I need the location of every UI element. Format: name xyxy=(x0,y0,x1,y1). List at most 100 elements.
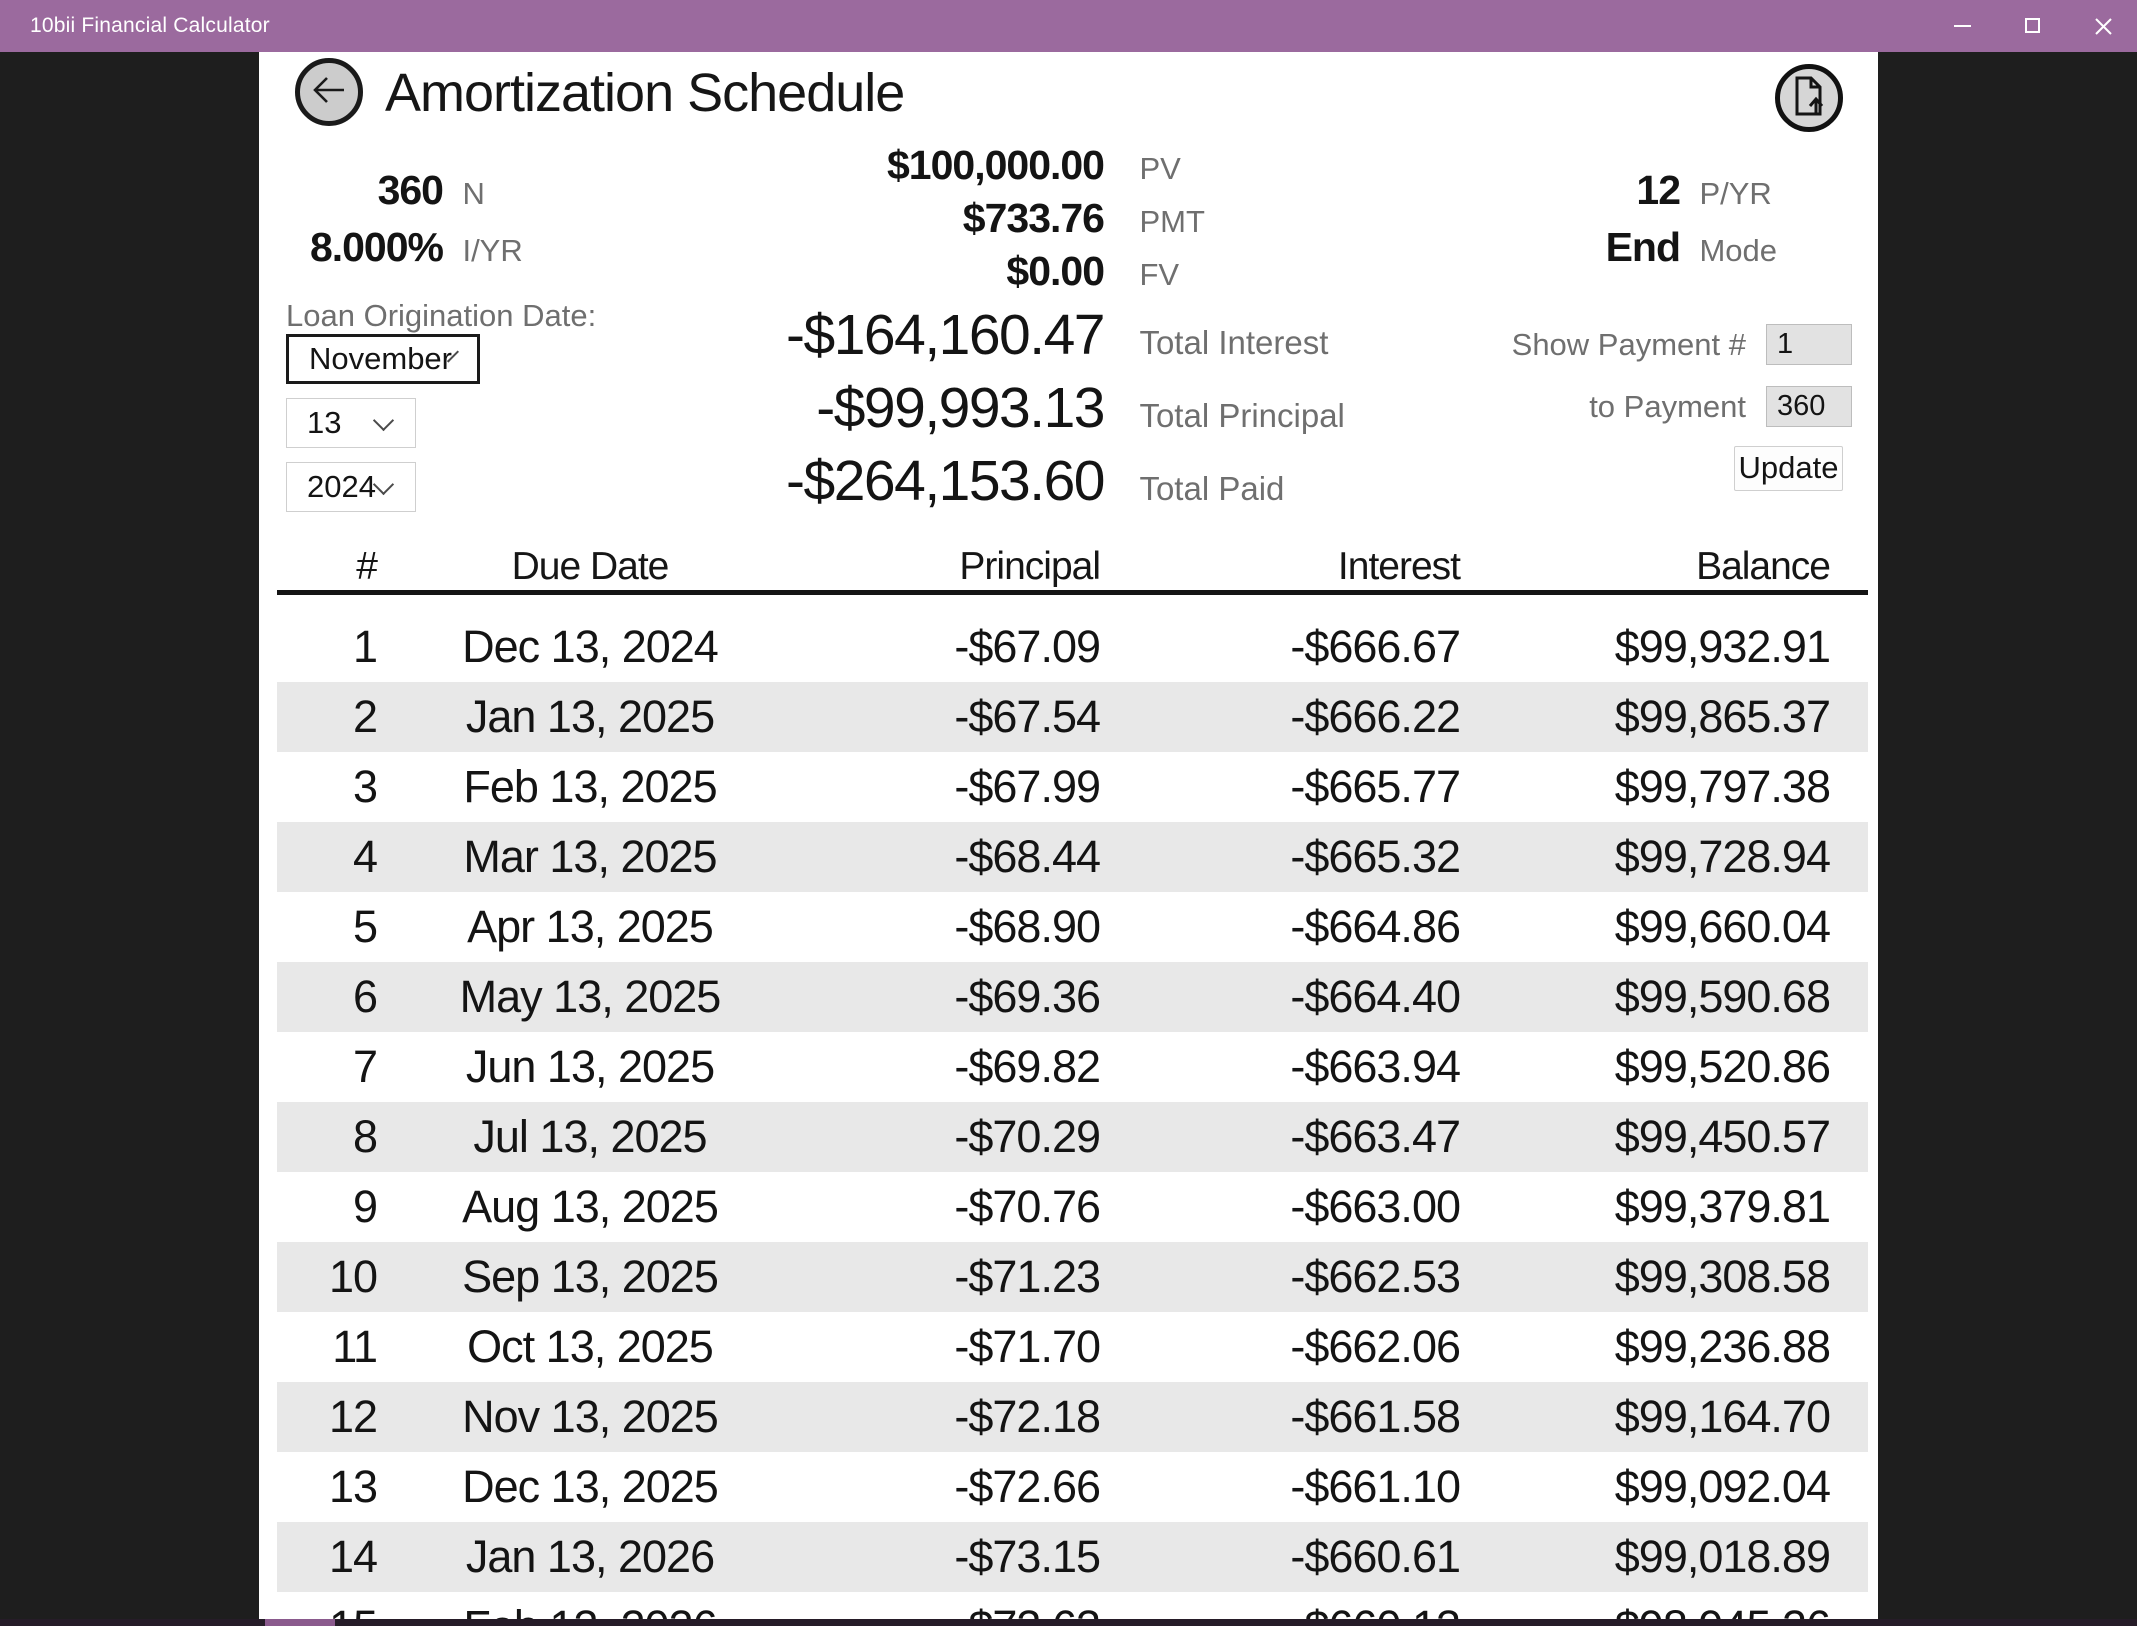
pv-value: $100,000.00 xyxy=(886,142,1105,188)
table-row: 8 Jul 13, 2025 -$70.29 -$663.47 $99,450.57 xyxy=(277,1102,1868,1172)
column-header-principal: Principal xyxy=(959,545,1101,588)
table-row: 6 May 13, 2025 -$69.36 -$664.40 $99,590.68 xyxy=(277,962,1868,1032)
cell-number: 3 xyxy=(352,761,377,812)
back-button[interactable] xyxy=(295,58,363,126)
show-payment-from-input[interactable] xyxy=(1766,324,1852,365)
cell-balance: $99,164.70 xyxy=(1614,1391,1830,1442)
to-payment-input[interactable] xyxy=(1766,386,1852,427)
cell-interest: -$664.40 xyxy=(1290,971,1460,1022)
cell-number: 2 xyxy=(352,691,377,742)
cell-balance: $99,018.89 xyxy=(1614,1531,1830,1582)
total-paid-row: -$264,153.60 Total Paid xyxy=(559,449,1284,513)
table-body: 1 Dec 13, 2024 -$67.09 -$666.67 $99,932.91 2 J… xyxy=(277,612,1868,1626)
cell-balance: $99,797.38 xyxy=(1614,761,1830,812)
cell-due-date: May 13, 2025 xyxy=(459,971,722,1022)
bottom-window-edge xyxy=(0,1619,2137,1626)
cell-number: 8 xyxy=(352,1111,377,1162)
cell-principal: -$68.90 xyxy=(954,901,1100,952)
cell-principal: -$69.36 xyxy=(954,971,1100,1022)
cell-interest: -$661.10 xyxy=(1290,1461,1460,1512)
cell-number: 14 xyxy=(328,1531,377,1582)
maximize-button[interactable] xyxy=(2001,0,2065,52)
cell-principal: -$67.54 xyxy=(954,691,1100,742)
cell-due-date: Feb 13, 2025 xyxy=(463,761,717,812)
cell-principal: -$70.29 xyxy=(954,1111,1100,1162)
window-titlebar: 10bii Financial Calculator xyxy=(0,0,2137,52)
tvm-pmt-row: $733.76 PMT xyxy=(659,193,1205,243)
table-row: 11 Oct 13, 2025 -$71.70 -$662.06 $99,236.88 xyxy=(277,1312,1868,1382)
cell-interest: -$665.77 xyxy=(1290,761,1460,812)
table-header-divider xyxy=(277,590,1868,595)
cell-number: 13 xyxy=(328,1461,377,1512)
cell-interest: -$666.22 xyxy=(1290,691,1460,742)
pyr-value: 12 xyxy=(1636,167,1681,213)
column-header-number: # xyxy=(356,545,378,588)
pmt-label: PMT xyxy=(1139,204,1205,239)
cell-balance: $99,590.68 xyxy=(1614,971,1830,1022)
month-dropdown-value: November xyxy=(309,341,452,376)
cell-balance: $99,450.57 xyxy=(1614,1111,1830,1162)
export-document-icon xyxy=(1789,75,1829,122)
cell-due-date: Jan 13, 2026 xyxy=(465,1531,715,1582)
tvm-n-row: 360 N xyxy=(259,165,485,215)
cell-number: 10 xyxy=(328,1251,377,1302)
cell-balance: $99,932.91 xyxy=(1614,621,1830,672)
update-button[interactable]: Update xyxy=(1734,446,1843,491)
total-principal-label: Total Principal xyxy=(1139,397,1345,434)
tvm-fv-row: $0.00 FV xyxy=(659,246,1179,296)
pv-label: PV xyxy=(1139,151,1181,186)
table-row: 1 Dec 13, 2024 -$67.09 -$666.67 $99,932.91 xyxy=(277,612,1868,682)
cell-interest: -$664.86 xyxy=(1290,901,1460,952)
cell-number: 11 xyxy=(332,1321,377,1372)
to-payment-label: to Payment xyxy=(1589,389,1746,424)
total-interest-label: Total Interest xyxy=(1139,324,1329,361)
tvm-pv-row: $100,000.00 PV xyxy=(659,140,1181,190)
table-row: 3 Feb 13, 2025 -$67.99 -$665.77 $99,797.38 xyxy=(277,752,1868,822)
cell-interest: -$663.94 xyxy=(1290,1041,1460,1092)
cell-number: 9 xyxy=(352,1181,377,1232)
close-button[interactable] xyxy=(2071,0,2135,52)
fv-value: $0.00 xyxy=(1006,248,1105,294)
background-window-peek xyxy=(265,1619,335,1626)
pmt-value: $733.76 xyxy=(962,195,1105,241)
n-value: 360 xyxy=(377,167,444,213)
show-payment-label: Show Payment # xyxy=(1511,327,1746,362)
cell-principal: -$73.15 xyxy=(954,1531,1100,1582)
table-row: 7 Jun 13, 2025 -$69.82 -$663.94 $99,520.86 xyxy=(277,1032,1868,1102)
cell-due-date: Dec 13, 2025 xyxy=(462,1461,719,1512)
cell-number: 7 xyxy=(352,1041,377,1092)
total-principal-row: -$99,993.13 Total Principal xyxy=(559,376,1345,440)
total-paid-value: -$264,153.60 xyxy=(786,449,1105,513)
cell-interest: -$663.00 xyxy=(1290,1181,1460,1232)
chevron-down-icon xyxy=(372,409,395,431)
cell-principal: -$71.70 xyxy=(954,1321,1100,1372)
cell-number: 12 xyxy=(328,1391,377,1442)
cell-due-date: Mar 13, 2025 xyxy=(463,831,717,882)
cell-due-date: Aug 13, 2025 xyxy=(462,1181,719,1232)
table-row: 13 Dec 13, 2025 -$72.66 -$661.10 $99,092.04 xyxy=(277,1452,1868,1522)
year-dropdown-value: 2024 xyxy=(307,469,376,504)
total-paid-label: Total Paid xyxy=(1139,470,1285,507)
cell-balance: $99,660.04 xyxy=(1614,901,1830,952)
cell-interest: -$662.53 xyxy=(1290,1251,1460,1302)
loan-origination-label: Loan Origination Date: xyxy=(286,298,597,333)
cell-balance: $99,379.81 xyxy=(1614,1181,1830,1232)
cell-balance: $99,308.58 xyxy=(1614,1251,1830,1302)
cell-balance: $99,865.37 xyxy=(1614,691,1830,742)
cell-due-date: Jan 13, 2025 xyxy=(465,691,715,742)
fv-label: FV xyxy=(1139,257,1180,292)
cell-balance: $99,728.94 xyxy=(1614,831,1830,882)
cell-number: 4 xyxy=(352,831,377,882)
month-dropdown[interactable]: November xyxy=(286,334,480,384)
cell-interest: -$666.67 xyxy=(1290,621,1460,672)
cell-due-date: Jul 13, 2025 xyxy=(473,1111,707,1162)
year-dropdown[interactable]: 2024 xyxy=(286,462,416,512)
day-dropdown[interactable]: 13 xyxy=(286,398,416,448)
table-row: 12 Nov 13, 2025 -$72.18 -$661.58 $99,164.70 xyxy=(277,1382,1868,1452)
cell-interest: -$665.32 xyxy=(1290,831,1460,882)
cell-principal: -$71.23 xyxy=(954,1251,1100,1302)
mode-value: End xyxy=(1605,224,1681,270)
total-principal-value: -$99,993.13 xyxy=(816,376,1105,440)
export-button[interactable] xyxy=(1775,64,1843,132)
minimize-button[interactable] xyxy=(1931,0,1995,52)
